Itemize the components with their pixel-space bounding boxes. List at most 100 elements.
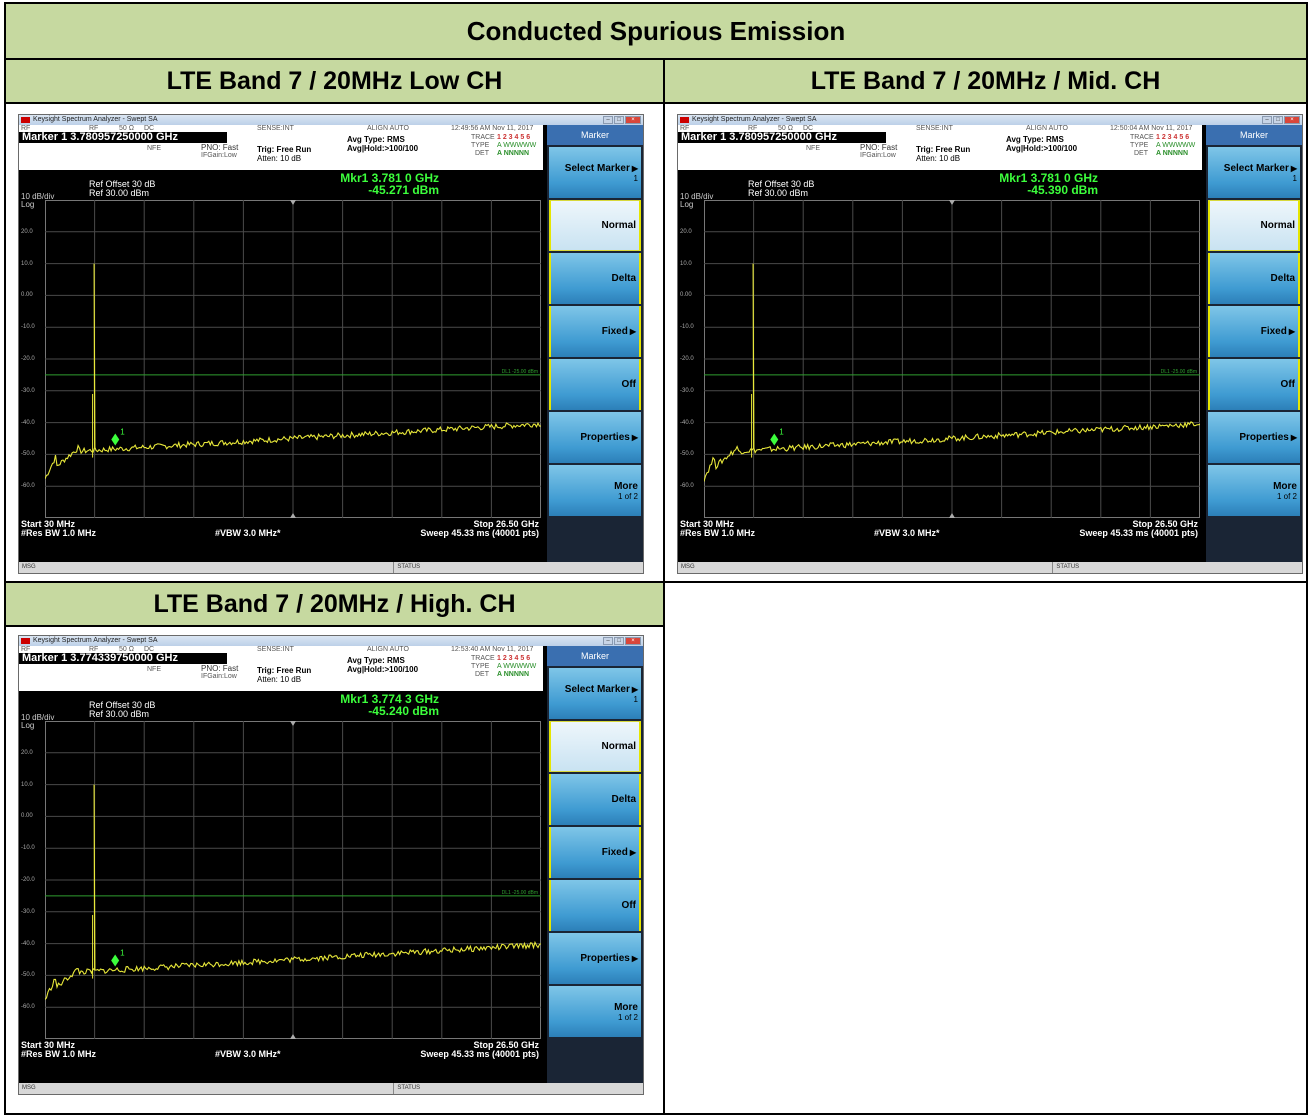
app-icon: [21, 638, 30, 644]
softkey-select-marker[interactable]: Select Marker ▶ 1: [549, 668, 641, 719]
menu-title: Marker: [547, 646, 643, 666]
coupling-label: DC: [144, 646, 155, 653]
softkey-more[interactable]: More 1 of 2: [549, 986, 641, 1037]
softkey-more[interactable]: More 1 of 2: [549, 465, 641, 516]
restore-icon[interactable]: □: [614, 116, 624, 124]
softkey-label: Off: [1280, 379, 1295, 390]
marker-1-label: 1: [779, 427, 784, 436]
y-tick-label: -60.0: [680, 483, 694, 490]
softkey-select-marker[interactable]: Select Marker ▶ 1: [1208, 147, 1300, 198]
y-tick-label: 10.0: [21, 781, 33, 788]
y-tick-label: 20.0: [21, 228, 33, 235]
marker-1-diamond: [770, 433, 779, 446]
det-label: DET: [1134, 150, 1148, 157]
softkey-off[interactable]: Off: [1208, 359, 1300, 410]
y-tick-label: -50.0: [21, 972, 35, 979]
trace-label: TRACE: [1130, 134, 1154, 141]
close-icon[interactable]: ×: [1284, 116, 1300, 124]
marker-frequency: Mkr1 3.781 0 GHz: [999, 171, 1098, 185]
y-tick-label: -50.0: [21, 451, 35, 458]
panel-mid-ch: LTE Band 7 / 20MHz / Mid. CH Keysight Sp…: [665, 60, 1306, 581]
app-icon: [21, 117, 30, 123]
trace-1: [45, 784, 541, 1000]
trace-label: TRACE: [471, 134, 495, 141]
rf-label: RF: [89, 646, 99, 653]
panel-low-ch: LTE Band 7 / 20MHz Low CH Keysight Spect…: [6, 60, 663, 581]
marker-1-label: 1: [120, 427, 125, 436]
close-icon[interactable]: ×: [625, 637, 641, 645]
coupling-label: DC: [803, 125, 814, 132]
scale-label: 10 dB/div: [680, 192, 714, 201]
softkey-properties[interactable]: Properties ▶: [549, 933, 641, 984]
status-bar: MSG STATUS: [19, 562, 643, 573]
y-tick-label: -10.0: [21, 845, 35, 852]
minimize-icon[interactable]: –: [1262, 116, 1272, 124]
softkey-properties[interactable]: Properties ▶: [1208, 412, 1300, 463]
menu-title: Marker: [547, 125, 643, 145]
softkey-select-marker[interactable]: Select Marker ▶ 1: [549, 147, 641, 198]
minimize-icon[interactable]: –: [603, 116, 613, 124]
status-bar: MSG STATUS: [19, 1083, 643, 1094]
softkey-off[interactable]: Off: [549, 880, 641, 931]
center-frequency-marker: [949, 200, 955, 205]
timestamp: 12:49:56 AM Nov 11, 2017: [451, 125, 534, 132]
restore-icon[interactable]: □: [614, 637, 624, 645]
softkey-normal[interactable]: Normal: [549, 721, 641, 772]
panel-header: LTE Band 7 / 20MHz / Mid. CH: [665, 60, 1306, 104]
center-frequency-marker: [290, 200, 296, 205]
pno-label: PNO: Fast: [860, 143, 898, 152]
column-divider: [663, 58, 665, 1113]
softkey-delta[interactable]: Delta: [549, 774, 641, 825]
marker-softkey-menu: Marker Select Marker ▶ 1 Normal Delta Fixed ▶ O…: [547, 125, 643, 562]
minimize-icon[interactable]: –: [603, 637, 613, 645]
softkey-normal[interactable]: Normal: [549, 200, 641, 251]
impedance-label: 50 Ω: [778, 125, 793, 132]
marker-frequency-readout[interactable]: Marker 1 3.780957250000 GHz: [678, 132, 886, 143]
y-tick-label: -30.0: [21, 387, 35, 394]
trace-numbers: 1 2 3 4 5 6: [1156, 134, 1190, 141]
softkey-normal[interactable]: Normal: [1208, 200, 1300, 251]
softkey-label: Delta: [611, 794, 636, 805]
softkey-fixed[interactable]: Fixed ▶: [549, 827, 641, 878]
window-controls: – □ ×: [603, 637, 641, 645]
softkey-off[interactable]: Off: [549, 359, 641, 410]
log-label: Log: [21, 721, 35, 730]
softkey-fixed[interactable]: Fixed ▶: [549, 306, 641, 357]
softkey-label: Off: [621, 379, 636, 390]
window-title: Keysight Spectrum Analyzer - Swept SA: [692, 116, 817, 123]
softkey-fixed[interactable]: Fixed ▶: [1208, 306, 1300, 357]
scale-label: 10 dB/div: [21, 192, 55, 201]
softkey-list: Select Marker ▶ 1 Normal Delta Fixed ▶ Off Prope…: [547, 147, 643, 516]
rf-label: RF: [89, 125, 99, 132]
detector-values: A NNNNN: [1156, 150, 1189, 157]
ref-offset-label: Ref Offset 30 dB: [748, 179, 815, 189]
softkey-properties[interactable]: Properties ▶: [549, 412, 641, 463]
stop-frequency: Stop 26.50 GHz: [1132, 519, 1198, 529]
marker-frequency-readout[interactable]: Marker 1 3.774339750000 GHz: [19, 653, 227, 664]
marker-softkey-menu: Marker Select Marker ▶ 1 Normal Delta Fixed ▶ O…: [547, 646, 643, 1083]
softkey-delta[interactable]: Delta: [549, 253, 641, 304]
ref-offset-label: Ref Offset 30 dB: [89, 700, 156, 710]
marker-frequency-readout[interactable]: Marker 1 3.780957250000 GHz: [19, 132, 227, 143]
sense-label: SENSE:INT: [916, 125, 953, 132]
trigger-label: Trig: Free Run: [916, 145, 971, 154]
rbw-label: #Res BW 1.0 MHz: [21, 528, 97, 538]
softkey-sublabel: 1: [1292, 173, 1297, 183]
row-divider: [6, 581, 1306, 583]
marker-1-diamond: [111, 954, 120, 967]
menu-title: Marker: [1206, 125, 1302, 145]
restore-icon[interactable]: □: [1273, 116, 1283, 124]
softkey-delta[interactable]: Delta: [1208, 253, 1300, 304]
spectrum-analyzer-window: Keysight Spectrum Analyzer - Swept SA – …: [677, 114, 1303, 574]
y-tick-label: -30.0: [21, 908, 35, 915]
softkey-label: Normal: [601, 741, 636, 752]
close-icon[interactable]: ×: [625, 116, 641, 124]
softkey-more[interactable]: More 1 of 2: [1208, 465, 1300, 516]
pno-label: PNO: Fast: [201, 143, 239, 152]
submenu-arrow-icon: ▶: [631, 163, 638, 173]
settings-bar: RF RF 50 Ω DC SENSE:INT ALIGN AUTO 12:50…: [678, 125, 1202, 170]
trace-1: [45, 263, 541, 480]
center-frequency-marker: [949, 513, 955, 518]
vbw-label: #VBW 3.0 MHz*: [215, 1049, 281, 1059]
nfe-label: NFE: [806, 145, 820, 152]
